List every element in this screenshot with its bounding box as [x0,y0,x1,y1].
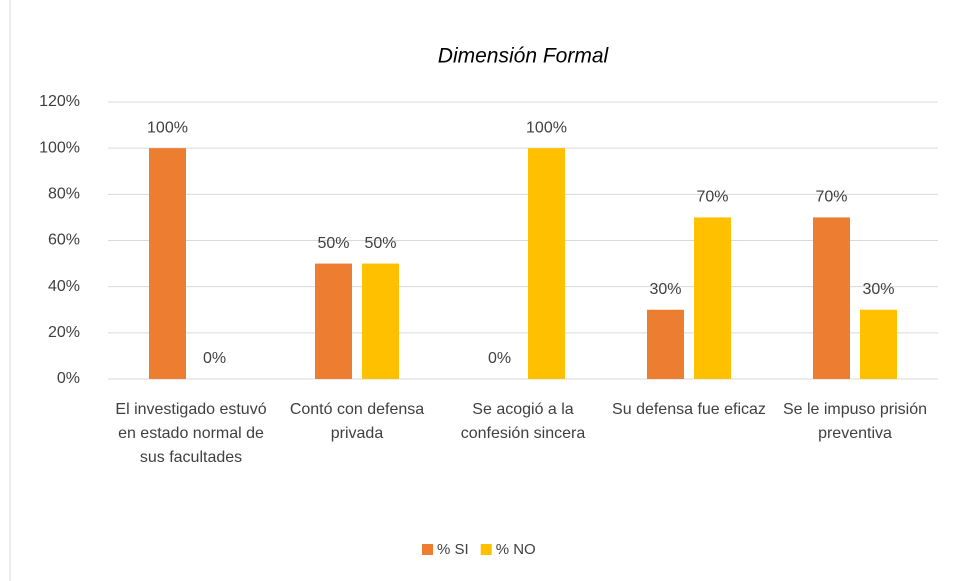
value-label: 100% [526,119,567,136]
x-tick-label: Contó con defensa privada [289,401,425,442]
x-tick-label: Se acogió a la confesión sincera [460,401,586,442]
y-tick-label: 120% [39,93,80,110]
bar [149,148,186,379]
x-tick-label: Se le impuso prisión preventiva [782,401,928,442]
value-label: 70% [696,189,728,206]
value-label: 50% [317,235,349,252]
y-tick-label: 20% [48,324,80,341]
bar [813,217,850,379]
bar [362,263,399,379]
value-label: 0% [488,350,511,367]
value-label: 100% [147,119,188,136]
legend-swatch [480,544,492,555]
legend-label: % NO [496,541,536,558]
legend-label: % SI [437,541,469,558]
value-label: 70% [815,189,847,206]
y-tick-label: 0% [57,370,80,387]
bar [315,263,352,379]
value-label: 30% [649,281,681,298]
bar [694,217,731,379]
bar [528,148,565,379]
value-label: 30% [862,281,894,298]
y-tick-label: 40% [48,278,80,295]
value-label: 0% [203,350,226,367]
x-tick-label: El investigado estuvó en estado normal d… [115,401,267,466]
chart-title: Dimensión Formal [438,45,610,68]
y-tick-label: 60% [48,232,80,249]
legend-swatch [422,544,433,555]
bar [647,309,684,379]
y-tick-label: 80% [48,186,80,203]
value-label: 50% [364,235,396,252]
x-tick-label: Su defensa fue eficaz [612,401,766,418]
bar [860,309,897,379]
y-tick-label: 100% [39,139,80,156]
